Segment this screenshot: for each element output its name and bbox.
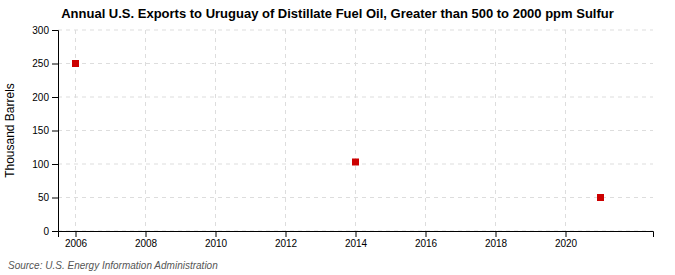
grid-line-x	[285, 30, 286, 231]
y-axis-tick-mark	[52, 198, 58, 199]
y-axis-tick: 150	[32, 125, 58, 136]
x-axis-tick-mark	[286, 231, 287, 237]
y-axis-tick-mark	[52, 30, 58, 31]
grid-line-y	[58, 197, 653, 198]
y-axis-tick: 300	[32, 25, 58, 36]
grid-line-x	[355, 30, 356, 231]
source: Source: U.S. Energy Information Administ…	[8, 260, 218, 271]
point	[72, 60, 79, 67]
x-axis-tick: 2008	[135, 231, 158, 249]
y-axis: 0 50 100 150 200 250 300	[32, 25, 58, 237]
x-axis-tick-mark	[426, 231, 427, 237]
x-axis-tick-mark	[76, 231, 77, 237]
x-axis-tick-mark	[216, 231, 217, 237]
y-axis-tick: 250	[32, 58, 58, 69]
x-axis-tick-mark	[496, 231, 497, 237]
y-axis-tick-label: 250	[32, 58, 49, 69]
x-axis-tick-label: 2020	[555, 238, 578, 249]
grid	[58, 30, 653, 231]
y-axis-tick-label: 300	[32, 25, 49, 36]
x-axis-tick: 2016	[415, 231, 438, 249]
y-axis-tick-label: 50	[38, 192, 50, 203]
y-axis-tick: 0	[43, 226, 58, 237]
y-axis-title: Thousand Barrels	[3, 83, 17, 178]
y-axis-tick-mark	[52, 64, 58, 65]
point	[597, 194, 604, 201]
y-axis-tick: 200	[32, 92, 58, 103]
y-axis-domain	[52, 31, 59, 232]
y-axis-tick-mark	[52, 231, 58, 232]
x-axis-domain	[59, 232, 654, 238]
x-axis-tick: 2012	[275, 231, 298, 249]
y-axis-tick-label: 0	[43, 226, 49, 237]
y-axis-tick-mark	[52, 97, 58, 98]
grid-line-x	[425, 30, 426, 231]
y-axis-tick-label: 100	[32, 159, 49, 170]
title: Annual U.S. Exports to Uruguay of Distil…	[61, 6, 614, 21]
grid-line-x	[565, 30, 566, 231]
x-axis-tick-label: 2018	[485, 238, 508, 249]
y-axis-tick-mark	[52, 131, 58, 132]
grid-line-x	[145, 30, 146, 231]
x-axis-tick: 2020	[555, 231, 578, 249]
x-axis-tick-label: 2006	[65, 238, 88, 249]
x-axis-tick-label: 2012	[275, 238, 298, 249]
point	[352, 158, 359, 165]
x-axis-tick-mark	[356, 231, 357, 237]
y-axis-tick: 100	[32, 159, 58, 170]
grid-line-x	[495, 30, 496, 231]
x-axis-tick: 2018	[485, 231, 508, 249]
x-axis-tick: 2006	[65, 231, 88, 249]
x-axis-tick-label: 2010	[205, 238, 228, 249]
x-axis-tick-mark	[566, 231, 567, 237]
y-axis-tick-mark	[52, 164, 58, 165]
y-axis-tick-label: 150	[32, 125, 49, 136]
x-axis-tick-mark	[146, 231, 147, 237]
grid-line-x	[215, 30, 216, 231]
x-axis: 2006 2008 2010 2012 2014 2016 2018 2020	[59, 231, 654, 249]
chart: 2006 2008 2010 2012 2014 2016 2018 2020 0 50 100 15…	[0, 0, 675, 275]
y-axis-tick-label: 200	[32, 92, 49, 103]
x-axis-tick: 2010	[205, 231, 228, 249]
x-axis-tick-label: 2008	[135, 238, 158, 249]
grid-line-y	[58, 130, 653, 131]
y-axis-tick: 50	[38, 192, 58, 203]
x-axis-tick: 2014	[345, 231, 368, 249]
x-axis-tick-label: 2016	[415, 238, 438, 249]
points	[72, 60, 604, 201]
plot-area: 2006 2008 2010 2012 2014 2016 2018 2020 0 50 100 15…	[32, 25, 653, 249]
x-axis-tick-label: 2014	[345, 238, 368, 249]
